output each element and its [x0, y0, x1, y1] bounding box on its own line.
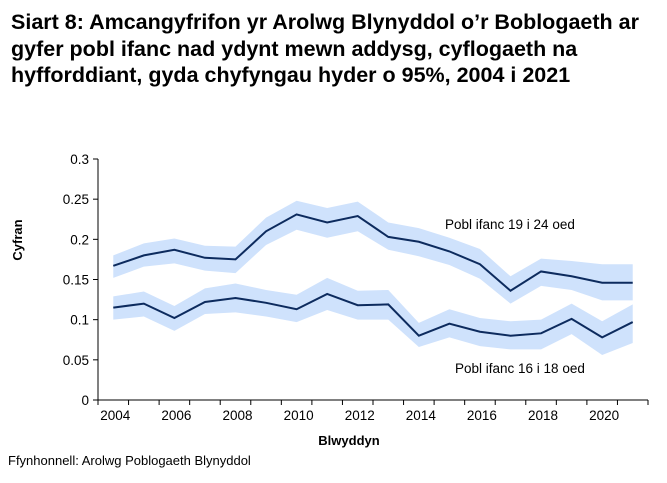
y-tick-label: 0.15: [63, 273, 89, 288]
source-note: Ffynhonnell: Arolwg Poblogaeth Blynyddol: [8, 453, 251, 468]
x-tick-label: 2014: [406, 408, 437, 423]
series-label-16-18: Pobl ifanc 16 i 18 oed: [455, 361, 585, 376]
series-label-19-24: Pobl ifanc 19 i 24 oed: [445, 217, 575, 232]
y-tick-label: 0.05: [63, 353, 89, 368]
x-tick-label: 2018: [528, 408, 558, 423]
y-tick-label: 0.2: [70, 232, 89, 247]
y-tick-label: 0: [81, 393, 89, 408]
axes: 0 0.05 0.1 0.15 0.2 0.25 0.3 2004 2006 2008 2010 20…: [63, 152, 649, 423]
x-tick-label: 2008: [222, 408, 252, 423]
x-tick-label: 2006: [161, 408, 191, 423]
x-axis-label: Blwyddyn: [318, 433, 379, 448]
y-tick-label: 0.25: [63, 192, 89, 207]
confidence-band-1: [113, 277, 633, 356]
y-tick-label: 0.1: [70, 313, 89, 328]
series-line-1: [113, 292, 634, 339]
x-tick-label: 2012: [345, 408, 375, 423]
series-line-0: [112, 213, 633, 292]
x-tick-label: 2010: [284, 408, 314, 423]
y-axis-label: Cyfran: [10, 219, 25, 260]
x-tick-label: 2016: [467, 408, 497, 423]
confidence-band-0: [113, 200, 633, 304]
chart-title: Siart 8: Amcangyfrifon yr Arolwg Blynydd…: [11, 10, 639, 87]
x-tick-label: 2004: [100, 408, 131, 423]
series-lines: [112, 213, 634, 339]
x-tick-label: 2020: [589, 408, 619, 423]
y-tick-label: 0.3: [70, 152, 89, 167]
